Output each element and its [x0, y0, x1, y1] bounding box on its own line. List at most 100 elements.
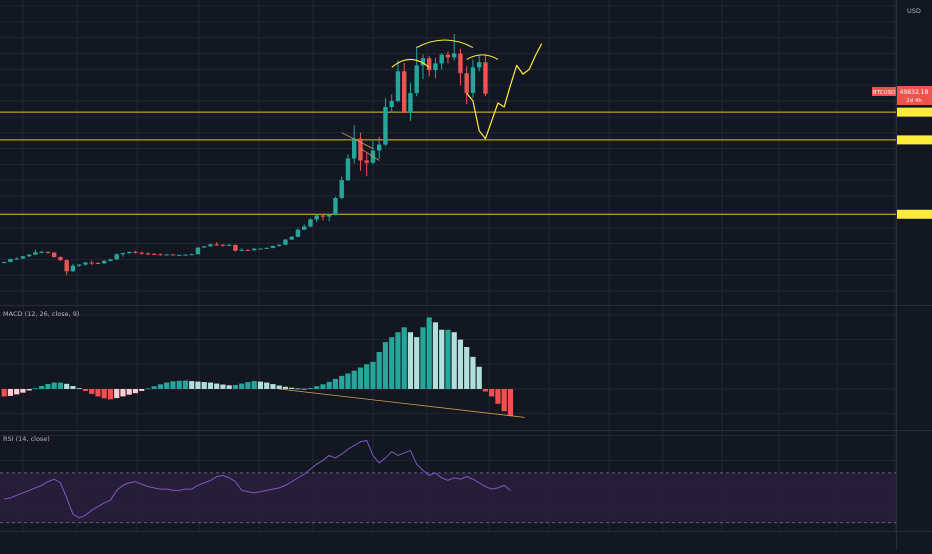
macd-histogram-bar[interactable]	[51, 382, 57, 389]
candle[interactable]	[233, 244, 238, 252]
macd-histogram-bar[interactable]	[64, 383, 70, 389]
candle[interactable]	[114, 253, 119, 260]
candle[interactable]	[264, 247, 269, 249]
candle[interactable]	[352, 125, 357, 164]
macd-histogram-bar[interactable]	[139, 388, 145, 391]
candle[interactable]	[152, 253, 157, 256]
macd-histogram-bar[interactable]	[195, 381, 201, 389]
macd-histogram-bar[interactable]	[170, 381, 176, 389]
candle[interactable]	[145, 252, 151, 256]
drawing-line[interactable]	[341, 132, 374, 149]
candle[interactable]	[320, 213, 326, 221]
candle[interactable]	[420, 54, 426, 80]
candle[interactable]	[408, 82, 413, 121]
macd-histogram-bar[interactable]	[432, 322, 439, 389]
candle[interactable]	[383, 97, 388, 147]
candle[interactable]	[27, 254, 32, 258]
candle[interactable]	[395, 60, 401, 103]
macd-histogram-bar[interactable]	[145, 388, 151, 390]
macd-histogram-bar[interactable]	[57, 382, 64, 389]
candle[interactable]	[64, 259, 69, 276]
macd-histogram-bar[interactable]	[14, 388, 20, 395]
candle[interactable]	[414, 46, 419, 97]
macd-histogram-bar[interactable]	[214, 383, 220, 389]
candle[interactable]	[214, 241, 219, 246]
macd-histogram-bar[interactable]	[70, 386, 76, 389]
candle[interactable]	[195, 247, 201, 255]
macd-histogram-bar[interactable]	[314, 386, 320, 389]
macd-histogram-bar[interactable]	[7, 388, 14, 396]
macd-histogram-bar[interactable]	[289, 387, 295, 389]
candle[interactable]	[445, 51, 451, 64]
candle[interactable]	[277, 244, 282, 247]
left-shoulder-arc[interactable]	[391, 58, 430, 68]
macd-histogram-bar[interactable]	[151, 386, 157, 389]
macd-histogram-bar[interactable]	[426, 317, 432, 389]
macd-histogram-bar[interactable]	[495, 388, 501, 404]
candle[interactable]	[283, 238, 288, 246]
macd-histogram-bar[interactable]	[389, 337, 395, 389]
candle[interactable]	[2, 261, 7, 264]
macd-histogram-bar[interactable]	[301, 388, 307, 390]
macd-histogram-bar[interactable]	[407, 332, 414, 389]
macd-histogram-bar[interactable]	[351, 370, 357, 389]
candle[interactable]	[464, 66, 469, 105]
candle[interactable]	[89, 260, 94, 265]
candle[interactable]	[77, 264, 82, 267]
macd-histogram-bar[interactable]	[207, 382, 214, 389]
macd-trend-line[interactable]	[279, 388, 525, 418]
candle[interactable]	[170, 254, 176, 256]
macd-histogram-bar[interactable]	[76, 388, 82, 390]
macd-histogram-bar[interactable]	[126, 388, 132, 395]
macd-histogram-bar[interactable]	[501, 388, 507, 412]
candle[interactable]	[70, 263, 76, 273]
candle[interactable]	[377, 136, 382, 159]
macd-histogram-bar[interactable]	[414, 337, 420, 389]
candle[interactable]	[108, 258, 113, 262]
macd-histogram-bar[interactable]	[507, 388, 514, 417]
macd-histogram-bar[interactable]	[307, 387, 314, 389]
macd-histogram-bar[interactable]	[482, 388, 489, 392]
candle[interactable]	[258, 248, 263, 250]
macd-histogram-bar[interactable]	[264, 382, 270, 389]
macd-histogram-bar[interactable]	[270, 384, 276, 389]
candle[interactable]	[183, 254, 188, 256]
macd-histogram-bar[interactable]	[445, 329, 451, 389]
candle[interactable]	[220, 244, 226, 247]
candle[interactable]	[333, 196, 338, 216]
macd-histogram-bar[interactable]	[232, 385, 239, 389]
candle[interactable]	[83, 261, 88, 266]
macd-histogram-bar[interactable]	[395, 332, 401, 389]
macd-histogram-bar[interactable]	[89, 388, 95, 394]
macd-histogram-bar[interactable]	[345, 373, 351, 389]
macd-histogram-bar[interactable]	[32, 388, 39, 390]
candle[interactable]	[302, 224, 307, 231]
macd-histogram-bar[interactable]	[339, 375, 345, 389]
macd-histogram-bar[interactable]	[132, 388, 139, 394]
macd-histogram-bar[interactable]	[326, 381, 332, 389]
macd-histogram-bar[interactable]	[157, 384, 164, 389]
macd-histogram-bar[interactable]	[457, 339, 464, 389]
candle[interactable]	[364, 153, 369, 177]
macd-histogram-bar[interactable]	[476, 366, 482, 389]
macd-histogram-bar[interactable]	[295, 388, 301, 390]
macd-histogram-bar[interactable]	[239, 383, 245, 389]
macd-histogram-bar[interactable]	[45, 384, 51, 389]
macd-histogram-bar[interactable]	[320, 384, 326, 389]
candle[interactable]	[358, 132, 363, 171]
right-shoulder-arc[interactable]	[466, 54, 499, 60]
candle[interactable]	[120, 252, 126, 257]
candle[interactable]	[295, 228, 301, 238]
macd-histogram-bar[interactable]	[101, 388, 107, 399]
macd-histogram-bar[interactable]	[439, 329, 445, 389]
candle[interactable]	[102, 260, 107, 264]
candle[interactable]	[289, 236, 294, 240]
macd-histogram-bar[interactable]	[251, 381, 257, 389]
candle[interactable]	[470, 59, 476, 99]
candle[interactable]	[39, 250, 44, 254]
candle[interactable]	[433, 57, 438, 79]
macd-histogram-bar[interactable]	[220, 384, 226, 389]
candle[interactable]	[139, 251, 144, 255]
macd-histogram-bar[interactable]	[189, 381, 195, 389]
